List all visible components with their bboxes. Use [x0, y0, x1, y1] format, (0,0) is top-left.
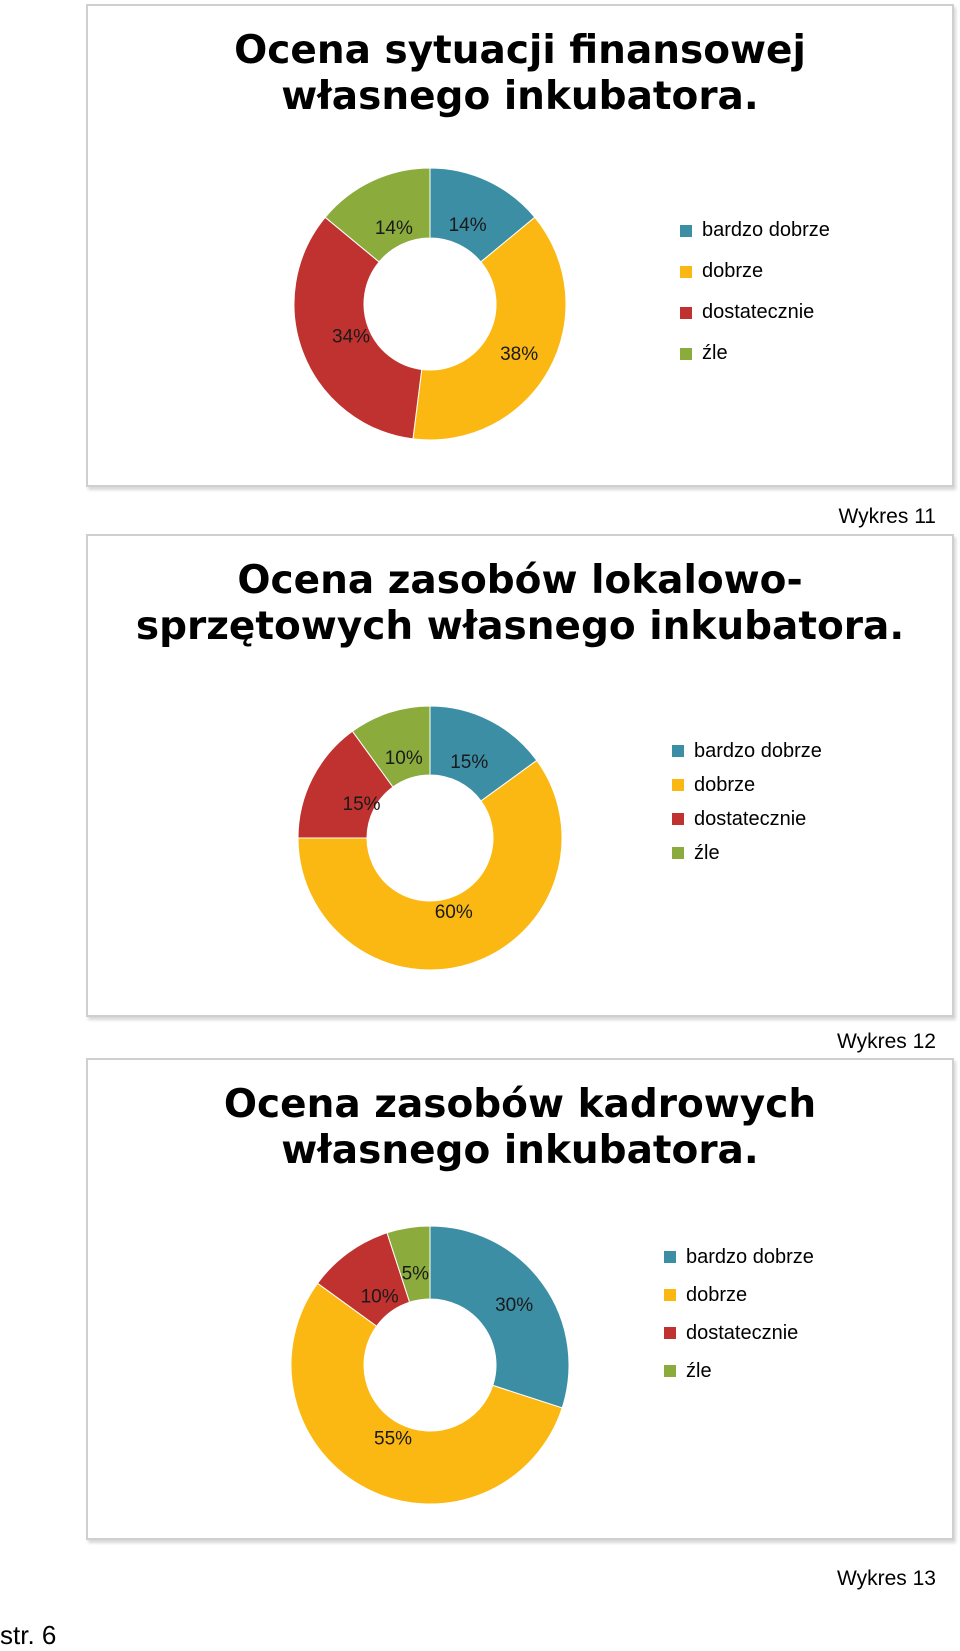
- legend-item: bardzo dobrze: [680, 210, 830, 251]
- legend-item: źle: [672, 836, 822, 870]
- donut-segment-4: [324, 167, 431, 263]
- donut-segment-4: [386, 1225, 431, 1303]
- donut-value-label-4: 10%: [385, 748, 423, 769]
- donut-chart-1: 14% 38% 34% 14%: [293, 167, 567, 441]
- donut-value-label-2: 55%: [374, 1428, 412, 1449]
- donut-segment-3: [293, 216, 423, 440]
- donut-chart-3: 30% 55% 10%5%: [290, 1225, 570, 1505]
- legend-item: dostatecznie: [664, 1314, 814, 1352]
- legend-label: źle: [702, 342, 728, 364]
- chart-title-line-1: Ocena zasobów kadrowych: [223, 1082, 817, 1127]
- donut-value-label-3: 10%: [361, 1287, 399, 1308]
- chart-title: Ocena sytuacji finansowej własnego inkub…: [88, 28, 952, 120]
- chart-legend-3: bardzo dobrze dobrze dostatecznie źle: [664, 1238, 814, 1390]
- chart-title: Ocena zasobów kadrowych własnego inkubat…: [88, 1082, 952, 1174]
- legend-label: bardzo dobrze: [702, 219, 830, 241]
- legend-label: dobrze: [686, 1284, 748, 1306]
- donut-value-label-3: 15%: [343, 794, 381, 815]
- legend-label: dostatecznie: [694, 808, 807, 830]
- legend-label: dostatecznie: [702, 301, 815, 323]
- legend-swatch: [680, 347, 692, 360]
- legend-swatch: [672, 847, 684, 859]
- donut-value-label-3: 34%: [332, 326, 370, 347]
- chart-panel-1: Ocena sytuacji finansowej własnego inkub…: [86, 4, 954, 487]
- legend-label: bardzo dobrze: [686, 1246, 814, 1268]
- legend-label: bardzo dobrze: [694, 740, 822, 762]
- legend-item: dobrze: [672, 768, 822, 802]
- donut-value-label-1: 14%: [449, 215, 487, 236]
- chart-caption-2: Wykres 12: [836, 1030, 936, 1053]
- legend-swatch: [680, 224, 692, 237]
- chart-panel-3: Ocena zasobów kadrowych własnego inkubat…: [86, 1058, 954, 1540]
- chart-caption-1: Wykres 11: [838, 505, 936, 528]
- donut-segment-2: [290, 1282, 563, 1505]
- donut-value-label-4: 5%: [402, 1263, 430, 1284]
- donut-segment-4: [351, 705, 431, 788]
- donut-segment-1: [429, 1225, 570, 1409]
- donut-chart-2: 15% 60% 15% 10%: [297, 705, 563, 971]
- legend-label: dobrze: [702, 260, 764, 282]
- legend-item: dostatecznie: [672, 802, 822, 836]
- donut-value-label-4: 14%: [375, 218, 413, 239]
- donut-value-label-1: 30%: [495, 1295, 533, 1316]
- legend-item: dostatecznie: [680, 292, 830, 333]
- legend-label: źle: [694, 842, 720, 864]
- page-number: str. 6: [0, 1620, 57, 1650]
- legend-item: dobrze: [664, 1276, 814, 1314]
- legend-label: źle: [686, 1360, 712, 1382]
- chart-title-line-2: własnego inkubatora.: [281, 1128, 759, 1173]
- donut-value-label-2: 38%: [500, 344, 538, 365]
- chart-legend-2: bardzo dobrze dobrze dostatecznie źle: [672, 734, 822, 870]
- chart-title-line-1: Ocena sytuacji finansowej: [234, 28, 806, 73]
- chart-title-line-1: Ocena zasobów lokalowo-: [237, 558, 803, 603]
- chart-caption-3: Wykres 13: [836, 1567, 936, 1590]
- legend-item: źle: [664, 1352, 814, 1390]
- legend-label: dobrze: [694, 774, 756, 796]
- legend-label: dostatecznie: [686, 1322, 799, 1344]
- donut-value-label-1: 15%: [450, 752, 488, 773]
- legend-item: bardzo dobrze: [672, 734, 822, 768]
- legend-swatch: [672, 813, 684, 825]
- legend-swatch: [672, 745, 684, 757]
- donut-value-label-2: 60%: [435, 902, 473, 923]
- legend-swatch: [664, 1289, 676, 1301]
- chart-panel-2: Ocena zasobów lokalowo- sprzętowych włas…: [86, 534, 954, 1017]
- legend-swatch: [680, 265, 692, 278]
- chart-legend-1: bardzo dobrze dobrze dostatecznie źle: [680, 210, 830, 374]
- legend-swatch: [672, 779, 684, 791]
- legend-item: dobrze: [680, 251, 830, 292]
- chart-title-line-2: sprzętowych własnego inkubatora.: [135, 604, 905, 649]
- legend-swatch: [664, 1365, 676, 1377]
- legend-swatch: [680, 306, 692, 319]
- donut-segment-2: [412, 216, 567, 441]
- legend-swatch: [664, 1251, 676, 1263]
- legend-item: źle: [680, 333, 830, 374]
- chart-title-line-2: własnego inkubatora.: [281, 74, 759, 119]
- chart-title: Ocena zasobów lokalowo- sprzętowych włas…: [88, 558, 952, 650]
- legend-swatch: [664, 1327, 676, 1339]
- donut-segment-2: [297, 759, 563, 971]
- legend-item: bardzo dobrze: [664, 1238, 814, 1276]
